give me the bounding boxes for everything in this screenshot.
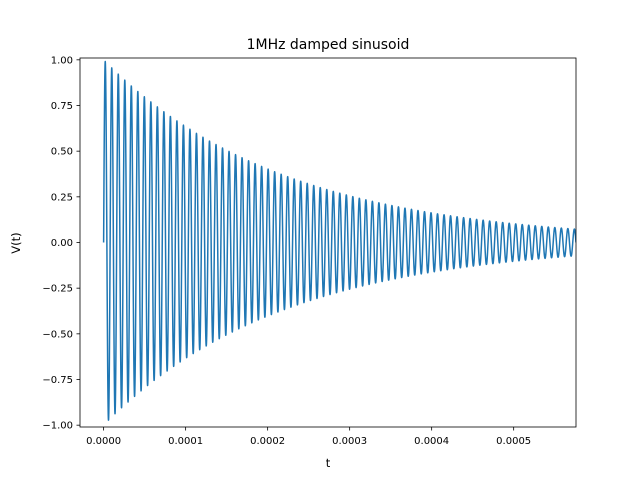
series-layer xyxy=(102,60,576,421)
y-tick-label: −1.00 xyxy=(42,421,73,432)
y-axis-ticks: −1.00 −0.75 −0.50 −0.25 0.00 0.25 0.50 0.75 1.00 xyxy=(42,55,80,432)
y-tick-label: −0.75 xyxy=(42,375,73,386)
x-tick-label: 0.0000 xyxy=(86,436,121,447)
y-tick-label: 0.50 xyxy=(51,147,73,158)
x-tick-label: 0.0001 xyxy=(168,436,203,447)
x-axis-label: t xyxy=(326,456,331,470)
x-tick-label: 0.0002 xyxy=(250,436,285,447)
x-axis-ticks: 0.0000 0.0001 0.0002 0.0003 0.0004 0.0005 xyxy=(86,427,531,447)
y-axis-label: V(t) xyxy=(9,232,23,253)
y-tick-label: 0.75 xyxy=(51,101,73,112)
y-tick-label: −0.50 xyxy=(42,329,73,340)
x-tick-label: 0.0004 xyxy=(414,436,449,447)
x-tick-label: 0.0003 xyxy=(332,436,367,447)
y-tick-label: 1.00 xyxy=(51,55,73,66)
series-line-0 xyxy=(102,60,576,421)
y-tick-label: −0.25 xyxy=(42,284,73,295)
x-tick-label: 0.0005 xyxy=(496,436,531,447)
chart-title: 1MHz damped sinusoid xyxy=(247,37,410,53)
y-tick-label: 0.25 xyxy=(51,192,73,203)
y-tick-label: 0.00 xyxy=(51,238,73,249)
